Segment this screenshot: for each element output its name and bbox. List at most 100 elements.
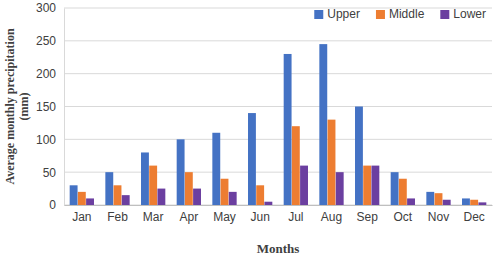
tick: Oct: [393, 205, 412, 224]
tick: May: [213, 205, 236, 224]
tick: Nov: [428, 205, 449, 224]
y-axis: 0 50 100 150 200 250 300: [36, 1, 65, 212]
bar: [355, 107, 363, 206]
bar: [319, 44, 327, 205]
bar: [157, 189, 165, 205]
bar: [221, 179, 229, 205]
bar-series: [78, 120, 478, 205]
legend-swatch: [314, 10, 323, 19]
tick: 300: [36, 1, 64, 15]
tick: 50: [43, 166, 64, 180]
bar: [363, 166, 371, 205]
bar: [193, 189, 201, 205]
bar: [435, 193, 443, 205]
tick: Jan: [72, 205, 91, 224]
legend-item: Upper: [314, 7, 360, 21]
bar: [149, 166, 157, 205]
tick: 200: [36, 67, 64, 81]
tick: 150: [36, 100, 64, 114]
grid-line: [64, 40, 492, 41]
bar: [443, 200, 451, 205]
tick-label: May: [213, 210, 236, 224]
tick: 100: [36, 133, 64, 147]
bar: [300, 166, 308, 205]
bar: [185, 172, 193, 205]
grid-line: [64, 139, 492, 140]
tick-label: Nov: [428, 210, 449, 224]
tick-label: Mar: [143, 210, 164, 224]
grid: [64, 8, 492, 205]
tick: Aug: [321, 205, 342, 224]
bar: [248, 113, 256, 205]
bar: [78, 192, 86, 205]
bar: [462, 198, 470, 205]
tick-label: 250: [36, 34, 56, 48]
bar: [114, 185, 122, 205]
tick-label: Dec: [463, 210, 484, 224]
axis-line: [65, 205, 493, 206]
bar: [328, 120, 336, 205]
tick: Sep: [356, 205, 378, 224]
x-axis: Jan Feb Mar Apr May Jun Jul Aug Sep Oct Nov Dec: [65, 205, 493, 224]
bar: [212, 133, 220, 205]
tick-label: 50: [43, 166, 57, 180]
tick: Jun: [250, 205, 269, 224]
bars: [70, 44, 487, 205]
legend-item: Lower: [440, 7, 486, 21]
legend-swatch: [376, 10, 385, 19]
tick-label: 0: [49, 198, 56, 212]
bar: [292, 126, 300, 205]
tick-label: Feb: [107, 210, 128, 224]
bar: [122, 195, 130, 205]
tick: 250: [36, 34, 64, 48]
tick: Jul: [288, 205, 303, 224]
tick-label: 300: [36, 1, 56, 15]
grid-line: [64, 8, 492, 9]
plot: 0 50 100 150 200 250 300 Jan Feb Mar Apr May Jun Jul A…: [36, 1, 493, 223]
bar: [70, 185, 78, 205]
bar: [177, 139, 185, 205]
tick-label: Jan: [72, 210, 91, 224]
bar: [426, 192, 434, 205]
tick-label: Aug: [321, 210, 342, 224]
y-axis-title: Average monthly precipitation(mm): [3, 28, 31, 185]
bar-series: [70, 44, 470, 205]
chart: 0 50 100 150 200 250 300 Jan Feb Mar Apr May Jun Jul A…: [0, 0, 500, 261]
bar: [407, 198, 415, 205]
grid-line: [64, 73, 492, 74]
grid-line: [64, 172, 492, 173]
tick: 0: [49, 198, 64, 212]
tick: Feb: [107, 205, 128, 224]
tick: Mar: [143, 205, 164, 224]
axis-line: [64, 9, 65, 206]
bar: [391, 172, 399, 205]
tick-label: 150: [36, 100, 56, 114]
tick: Apr: [179, 205, 198, 224]
tick-label: 100: [36, 133, 56, 147]
legend-swatch: [440, 10, 449, 19]
x-axis-title: Months: [257, 241, 300, 256]
tick-label: Sep: [356, 210, 378, 224]
tick-label: Jun: [250, 210, 269, 224]
bar: [336, 172, 344, 205]
bar: [470, 200, 478, 205]
bar: [264, 202, 272, 205]
bar: [256, 185, 264, 205]
legend-label: Middle: [389, 7, 425, 21]
bar: [284, 54, 292, 205]
tick-label: Apr: [179, 210, 198, 224]
tick-label: Oct: [393, 210, 412, 224]
tick: Dec: [463, 205, 484, 224]
legend-label: Upper: [327, 7, 360, 21]
tick-label: Jul: [288, 210, 303, 224]
bar: [229, 192, 237, 205]
bar: [141, 152, 149, 205]
bar: [371, 166, 379, 205]
bar: [86, 198, 94, 205]
bar: [105, 172, 113, 205]
bar: [478, 202, 486, 205]
legend: Upper Middle Lower: [314, 7, 486, 21]
legend-item: Middle: [376, 7, 425, 21]
legend-label: Lower: [453, 7, 486, 21]
bar-series: [86, 166, 486, 205]
